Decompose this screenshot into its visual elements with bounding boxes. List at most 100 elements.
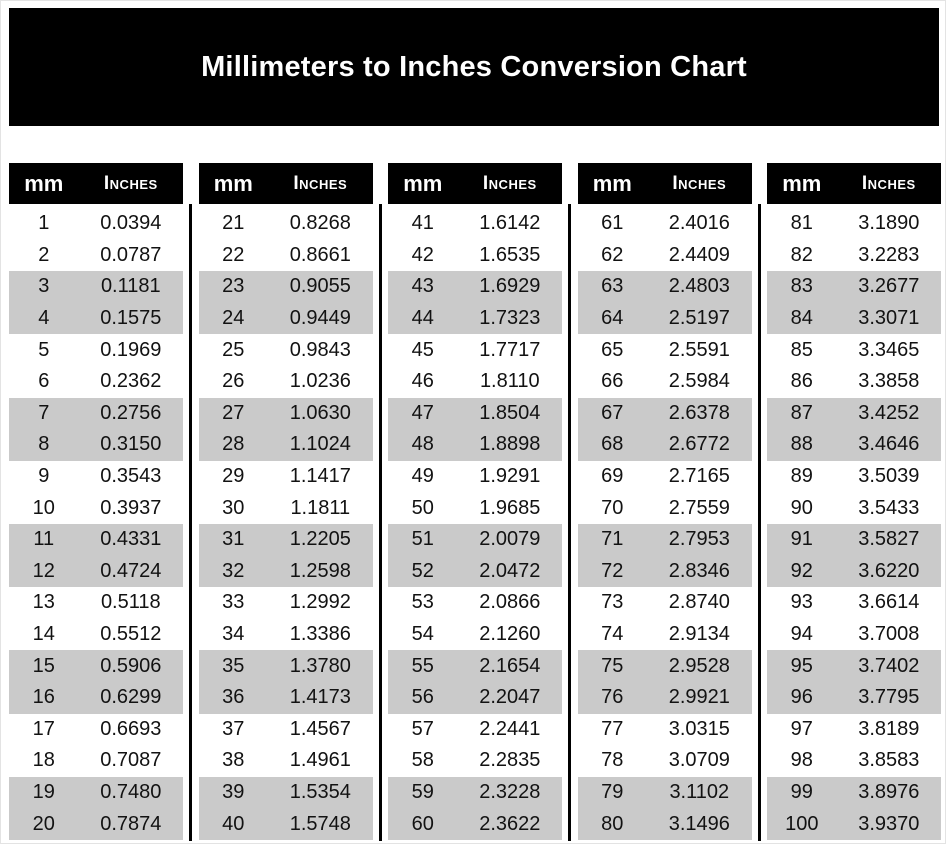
inches-value: 3.7008 bbox=[858, 623, 920, 646]
mm-value: 20 bbox=[32, 812, 55, 835]
mm-value: 12 bbox=[32, 559, 55, 582]
mm-value: 17 bbox=[32, 717, 55, 740]
table-row: 37 1.4567 bbox=[199, 714, 373, 746]
mm-value: 50 bbox=[411, 496, 434, 519]
mm-value: 15 bbox=[32, 654, 55, 677]
column-header-inches: Inches bbox=[482, 172, 537, 194]
table-row: 16 0.6299 bbox=[9, 681, 183, 714]
table-row: 53 2.0866 bbox=[388, 587, 562, 619]
table-row: 97 3.8189 bbox=[767, 714, 941, 746]
column-header-inches: Inches bbox=[293, 172, 348, 194]
mm-value: 28 bbox=[222, 433, 245, 456]
table-row: 57 2.2441 bbox=[388, 714, 562, 746]
mm-value: 34 bbox=[222, 623, 245, 646]
table-row: 42 1.6535 bbox=[388, 240, 562, 272]
table-row: 35 1.3780 bbox=[198, 650, 373, 682]
mm-value: 19 bbox=[32, 780, 55, 803]
inches-value: 0.1969 bbox=[100, 338, 162, 361]
table-row: 27 1.0630 bbox=[198, 397, 373, 430]
inches-value: 1.2992 bbox=[289, 591, 351, 614]
mm-value: 30 bbox=[222, 496, 245, 519]
mm-value: 90 bbox=[790, 496, 813, 519]
mm-value: 58 bbox=[411, 749, 434, 772]
group-header: mm Inches bbox=[388, 163, 562, 204]
inches-value: 3.4646 bbox=[858, 433, 920, 456]
table-row: 20 0.7874 bbox=[9, 808, 183, 840]
inches-value: 2.4409 bbox=[668, 243, 730, 266]
inches-value: 2.7953 bbox=[668, 528, 730, 551]
inches-value: 1.6142 bbox=[479, 212, 541, 235]
table-row: 89 3.5039 bbox=[767, 461, 941, 493]
table-row: 65 2.5591 bbox=[578, 334, 752, 366]
inches-value: 2.5984 bbox=[668, 370, 730, 393]
table-row: 74 2.9134 bbox=[578, 619, 752, 651]
inches-value: 2.3622 bbox=[479, 812, 541, 835]
inches-value: 2.6378 bbox=[668, 401, 730, 424]
column-divider bbox=[568, 204, 572, 841]
table-row: 38 1.4961 bbox=[199, 745, 373, 777]
mm-value: 7 bbox=[38, 401, 50, 424]
table-row: 64 2.5197 bbox=[577, 302, 752, 335]
mm-value: 44 bbox=[411, 307, 434, 330]
table-row: 49 1.9291 bbox=[388, 461, 562, 493]
inches-value: 0.6299 bbox=[100, 686, 162, 709]
mm-value: 82 bbox=[790, 243, 813, 266]
group-header: mm Inches bbox=[577, 163, 752, 204]
mm-value: 68 bbox=[601, 433, 624, 456]
table-row: 24 0.9449 bbox=[198, 302, 373, 335]
mm-value: 97 bbox=[790, 717, 813, 740]
inches-value: 0.8268 bbox=[289, 212, 351, 235]
mm-value: 87 bbox=[790, 401, 813, 424]
table-row: 7 0.2756 bbox=[9, 397, 183, 430]
mm-value: 24 bbox=[222, 307, 245, 330]
mm-value: 39 bbox=[222, 780, 245, 803]
inches-value: 1.2598 bbox=[289, 559, 351, 582]
inches-value: 1.9291 bbox=[479, 465, 541, 488]
table-row: 84 3.3071 bbox=[767, 302, 941, 335]
inches-value: 0.7087 bbox=[100, 749, 162, 772]
group-rows: 1 0.0394 2 0.0787 3 0.1181 4 0.1575 5 0.… bbox=[9, 204, 183, 841]
inches-value: 1.6535 bbox=[479, 243, 541, 266]
mm-value: 89 bbox=[790, 465, 813, 488]
inches-value: 3.7402 bbox=[858, 654, 920, 677]
table-row: 22 0.8661 bbox=[199, 240, 373, 272]
table-row: 11 0.4331 bbox=[9, 523, 183, 556]
inches-value: 3.5433 bbox=[858, 496, 920, 519]
mm-value: 55 bbox=[411, 654, 434, 677]
table-row: 56 2.2047 bbox=[388, 681, 562, 714]
column-header-mm: mm bbox=[782, 170, 822, 196]
inches-value: 0.7874 bbox=[100, 812, 162, 835]
mm-value: 1 bbox=[38, 212, 50, 235]
mm-value: 100 bbox=[785, 812, 819, 835]
table-row: 19 0.7480 bbox=[9, 776, 183, 809]
mm-value: 13 bbox=[32, 591, 55, 614]
inches-value: 2.0866 bbox=[479, 591, 541, 614]
inches-value: 3.2283 bbox=[858, 243, 920, 266]
inches-value: 1.5748 bbox=[289, 812, 351, 835]
mm-value: 33 bbox=[222, 591, 245, 614]
inches-value: 0.3543 bbox=[100, 465, 162, 488]
inches-value: 0.3150 bbox=[100, 433, 162, 456]
inches-value: 3.9370 bbox=[858, 812, 920, 835]
mm-value: 35 bbox=[222, 654, 245, 677]
table-row: 90 3.5433 bbox=[767, 492, 941, 524]
inches-value: 1.5354 bbox=[289, 780, 351, 803]
inches-value: 0.4724 bbox=[100, 559, 162, 582]
table-row: 21 0.8268 bbox=[199, 208, 373, 240]
column-header-mm: mm bbox=[592, 170, 632, 196]
table-row: 45 1.7717 bbox=[388, 334, 562, 366]
column-header-inches: Inches bbox=[672, 172, 727, 194]
table-row: 2 0.0787 bbox=[9, 240, 183, 272]
title-banner: Millimeters to Inches Conversion Chart bbox=[9, 8, 939, 126]
inches-value: 1.4173 bbox=[289, 686, 351, 709]
table-row: 63 2.4803 bbox=[577, 271, 752, 303]
table-row: 6 0.2362 bbox=[9, 366, 183, 398]
table-row: 98 3.8583 bbox=[767, 745, 941, 777]
inches-value: 1.8898 bbox=[479, 433, 541, 456]
inches-value: 3.0709 bbox=[668, 749, 730, 772]
table-row: 62 2.4409 bbox=[578, 240, 752, 272]
inches-value: 0.2756 bbox=[100, 401, 162, 424]
table-row: 3 0.1181 bbox=[9, 271, 183, 303]
inches-value: 1.3780 bbox=[289, 654, 351, 677]
table-row: 13 0.5118 bbox=[9, 587, 183, 619]
